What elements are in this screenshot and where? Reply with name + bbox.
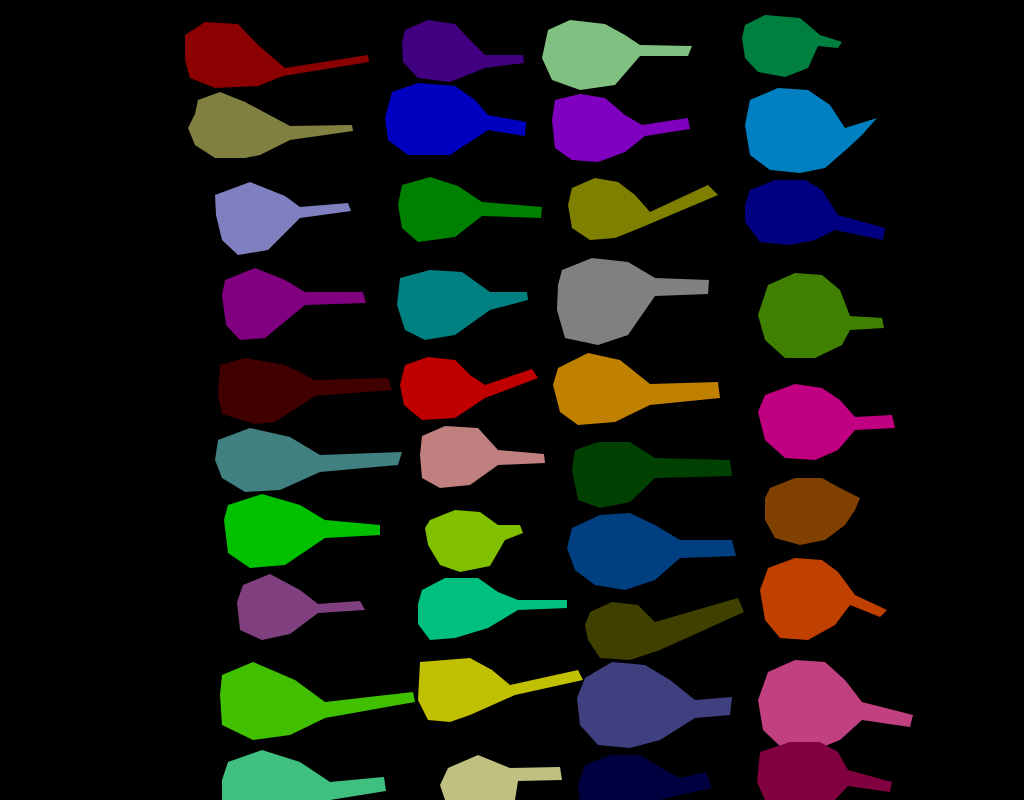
paddle-shape-c1-r3	[215, 182, 351, 255]
paddle-shape-c2-r10	[440, 755, 562, 800]
paddle-shape-c3-r5	[553, 353, 720, 425]
paddle-shape-c2-r4	[397, 270, 528, 340]
paddle-shape-c4-r8	[758, 660, 913, 752]
paddle-shape-c2-r9	[418, 658, 583, 722]
paddle-shape-c2-r6	[420, 426, 545, 488]
paddle-shape-c1-r1	[185, 22, 369, 88]
paddle-shape-c3-r8	[585, 598, 744, 660]
paddle-shape-c2-r5	[400, 357, 538, 420]
paddle-shape-c3-r6	[572, 442, 732, 508]
paddle-shape-c4-r9	[757, 742, 892, 800]
paddle-shape-c3-r10	[578, 755, 712, 800]
paddle-shape-c1-r6	[215, 428, 402, 492]
paddle-shape-c3-r2	[552, 94, 690, 162]
paddle-shape-c2-r7	[425, 510, 523, 572]
paddle-shape-c1-r8	[237, 574, 365, 640]
paddle-shape-c1-r2	[188, 92, 353, 158]
paddle-shape-c4-r2	[745, 88, 877, 173]
paddle-shape-c1-r9	[220, 662, 415, 740]
paddle-shape-c2-r3	[398, 177, 542, 242]
paddle-shape-c4-r3	[745, 180, 885, 245]
paddle-shape-c4-r7	[760, 558, 887, 640]
paddle-shape-c1-r7	[224, 494, 380, 568]
paddle-shape-c1-r4	[222, 268, 366, 340]
paddle-shape-c3-r3	[568, 178, 718, 240]
paddle-shape-c2-r8	[418, 578, 567, 640]
paddle-shape-c4-r5	[758, 384, 895, 460]
paddle-shape-c3-r9	[577, 662, 732, 748]
shape-group	[185, 15, 913, 800]
paddle-shape-c2-r1	[402, 20, 524, 82]
paddle-shape-c3-r1	[542, 20, 692, 90]
paddle-shape-c2-r2	[385, 83, 526, 155]
paddle-shape-c3-r4	[557, 258, 709, 345]
paddle-shape-c4-r6	[765, 478, 860, 545]
paddle-shape-c4-r1	[742, 15, 842, 77]
paddle-shape-c1-r5	[218, 358, 392, 424]
paddle-shape-c3-r7	[567, 513, 736, 590]
paddle-shape-c1-r10	[222, 750, 386, 800]
paddle-shape-c4-r4	[758, 273, 884, 358]
